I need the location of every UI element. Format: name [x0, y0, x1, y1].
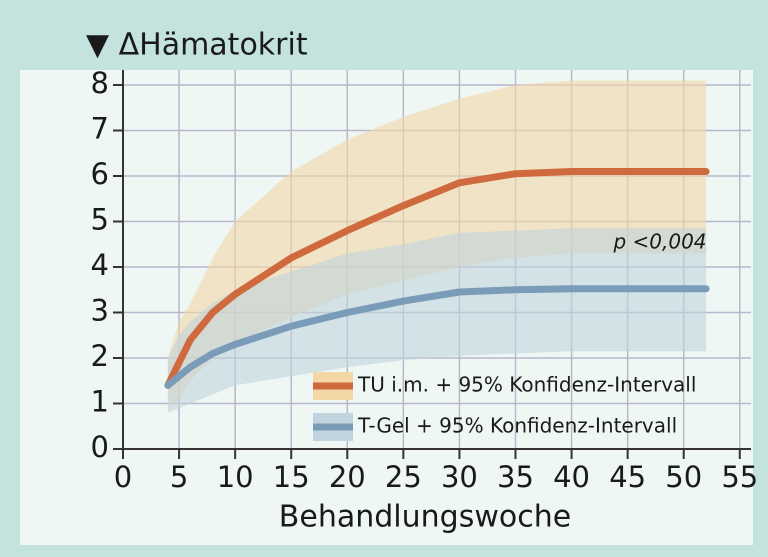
- y-tick-label: 4: [91, 248, 109, 282]
- y-tick-label: 7: [91, 112, 109, 146]
- y-tick-label: 8: [91, 66, 109, 100]
- x-tick-label: 45: [609, 460, 646, 494]
- x-tick-label: 40: [553, 460, 590, 494]
- chart-title: ▼ ΔHämatokrit: [86, 28, 308, 63]
- legend-label: T-Gel + 95% Konfidenz-Intervall: [357, 414, 677, 438]
- y-tick-label: 6: [91, 157, 109, 191]
- y-tick-label: 2: [91, 339, 109, 373]
- series-line: [164, 285, 710, 389]
- y-tick-label: 1: [91, 385, 109, 419]
- x-tick-label: 5: [170, 460, 188, 494]
- y-tick-label: 3: [91, 294, 109, 328]
- x-tick-label: 15: [273, 460, 310, 494]
- x-tick-label: 25: [385, 460, 422, 494]
- x-axis-label: Behandlungswoche: [279, 500, 571, 535]
- series-line: [164, 168, 710, 389]
- x-tick-label: 55: [721, 460, 758, 494]
- x-tick-label: 0: [114, 460, 132, 494]
- x-tick-label: 30: [441, 460, 478, 494]
- x-tick-label: 50: [665, 460, 702, 494]
- x-tick-label: 35: [497, 460, 534, 494]
- x-tick-label: 10: [217, 460, 254, 494]
- annotation: p <0,004: [612, 230, 706, 254]
- x-tick-label: 20: [329, 460, 366, 494]
- legend-label: TU i.m. + 95% Konfidenz-Intervall: [357, 373, 696, 397]
- confidence-band: [167, 228, 707, 413]
- y-tick-label: 0: [91, 430, 109, 464]
- bands: [167, 80, 707, 413]
- y-tick-label: 5: [91, 203, 109, 237]
